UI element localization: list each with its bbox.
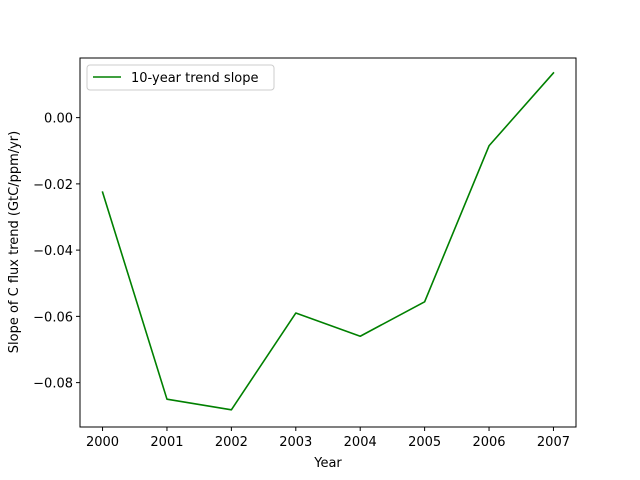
- plot-frame: [79, 57, 577, 428]
- x-axis-label: Year: [313, 456, 342, 471]
- y-axis-label: Slope of C flux trend (GtC/ppm/yr): [7, 131, 22, 353]
- y-tick-label: −0.06: [33, 310, 73, 325]
- x-tick-label: 2004: [344, 435, 377, 450]
- x-axis-ticks: 2000 2001 2002 2003 2004 2005 2006 2007: [86, 427, 570, 450]
- x-tick-label: 2003: [279, 435, 312, 450]
- y-tick-label: −0.08: [33, 377, 73, 392]
- legend: 10-year trend slope: [86, 64, 275, 91]
- y-tick-label: −0.04: [33, 244, 73, 259]
- series-line-0: [101, 71, 555, 411]
- y-tick-label: −0.02: [33, 178, 73, 193]
- x-tick-label: 2007: [537, 435, 570, 450]
- legend-box: [86, 64, 275, 91]
- x-tick-label: 2001: [150, 435, 183, 450]
- x-tick-label: 2002: [215, 435, 248, 450]
- x-tick-label: 2006: [472, 435, 505, 450]
- series-layer: [101, 71, 555, 411]
- y-axis-ticks: 0.00 −0.02 −0.04 −0.06 −0.08: [33, 112, 80, 392]
- y-tick-label: 0.00: [44, 112, 73, 127]
- x-tick-label: 2005: [408, 435, 441, 450]
- legend-label: 10-year trend slope: [131, 71, 259, 86]
- x-tick-label: 2000: [86, 435, 119, 450]
